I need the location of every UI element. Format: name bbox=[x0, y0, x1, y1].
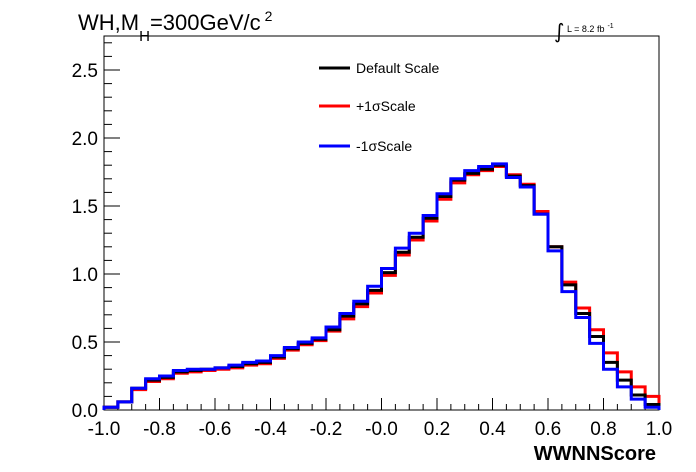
legend: Default Scale +1σScale -1σScale bbox=[319, 60, 439, 154]
y-tick-label: 1.5 bbox=[72, 197, 98, 218]
x-tick-label: -0.2 bbox=[310, 419, 343, 440]
axis-ticks bbox=[103, 42, 660, 411]
x-tick-label: -1.0 bbox=[88, 419, 121, 440]
title-rest: =300GeV/c bbox=[150, 10, 261, 35]
x-tick-label: -0.0 bbox=[365, 419, 398, 440]
title-superscript: 2 bbox=[265, 8, 273, 24]
x-tick-label: 0.8 bbox=[590, 419, 616, 440]
y-tick-labels: 0.0 0.5 1.0 1.5 2.0 2.5 bbox=[72, 61, 98, 422]
y-tick-label: 2.0 bbox=[72, 129, 98, 150]
y-tick-label: 1.0 bbox=[72, 265, 98, 286]
x-tick-label: 0.6 bbox=[535, 419, 561, 440]
lumi-integral-icon: ∫ bbox=[554, 19, 564, 43]
x-tick-label: -0.8 bbox=[143, 419, 176, 440]
x-tick-labels: -1.0 -0.8 -0.6 -0.4 -0.2 -0.0 0.2 0.4 0.6 0.8 1.0 bbox=[88, 419, 673, 440]
x-axis-label: WWNNScore bbox=[534, 443, 656, 465]
x-tick-label: -0.4 bbox=[254, 419, 287, 440]
x-tick-label: 0.4 bbox=[479, 419, 506, 440]
y-tick-label: 0.0 bbox=[72, 401, 98, 422]
x-tick-label: -0.6 bbox=[199, 419, 232, 440]
y-tick-label: 0.5 bbox=[72, 333, 98, 354]
plot-frame bbox=[103, 35, 660, 411]
title-main: WH,M bbox=[78, 10, 139, 35]
legend-label-1: +1σScale bbox=[356, 98, 416, 114]
lumi-label: L = 8.2 fb -1 bbox=[567, 23, 614, 34]
series-group bbox=[102, 162, 661, 410]
x-tick-label: 1.0 bbox=[646, 419, 672, 440]
y-tick-label: 2.5 bbox=[72, 61, 98, 82]
legend-label-0: Default Scale bbox=[356, 60, 439, 76]
series-line-2 bbox=[102, 162, 661, 410]
legend-label-2: -1σScale bbox=[356, 138, 412, 154]
chart-title: WH,MH=300GeV/c 2 bbox=[78, 8, 273, 45]
x-tick-label: 0.2 bbox=[424, 419, 450, 440]
